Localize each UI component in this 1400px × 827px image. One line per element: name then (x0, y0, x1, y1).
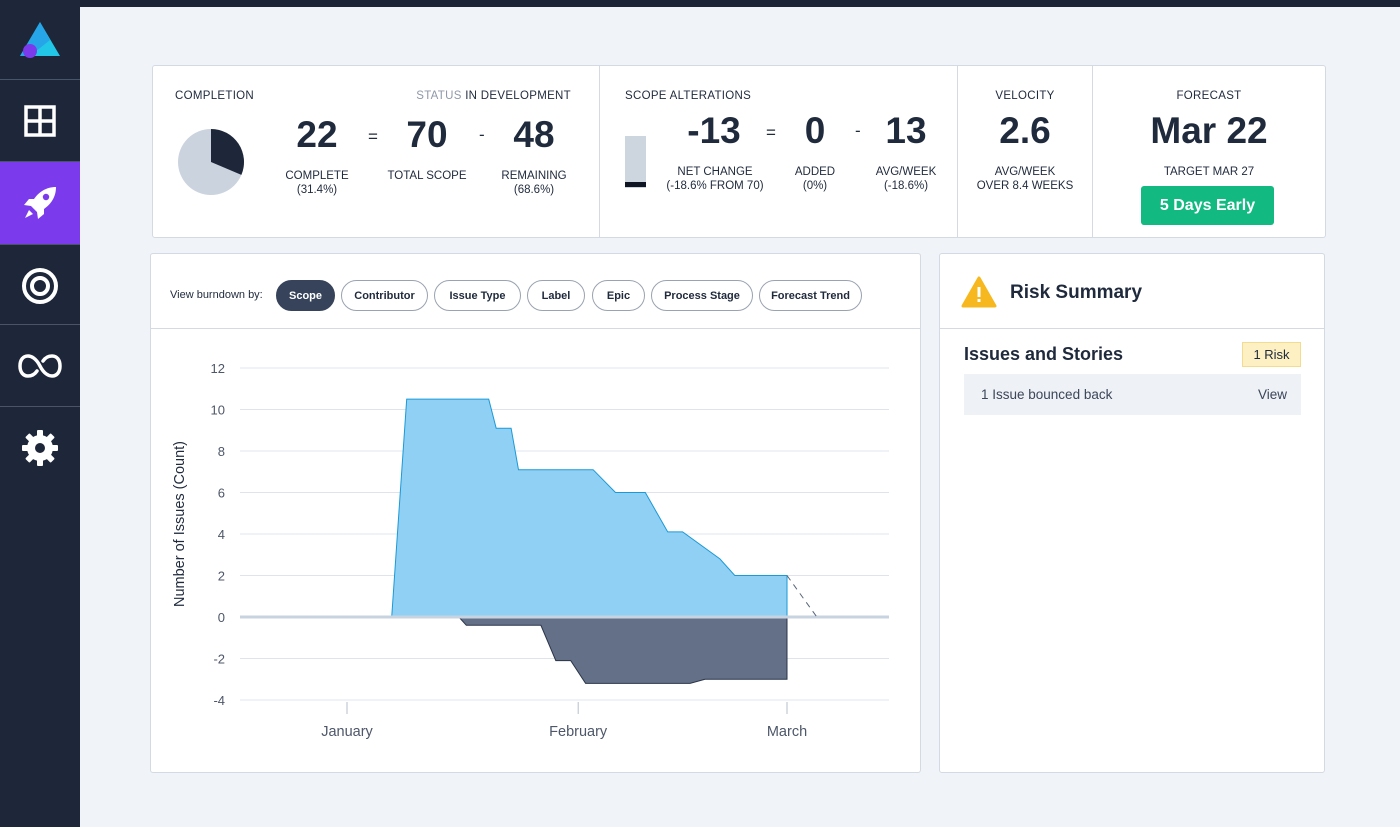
velocity-value: 2.6 (999, 110, 1051, 151)
sidebar-divider (0, 244, 80, 245)
remaining-label: REMAINING (68.6%) (501, 170, 567, 196)
y-tick-label: 6 (218, 486, 225, 501)
y-tick-label: -4 (213, 693, 225, 708)
top-bar (0, 0, 1400, 7)
complete-count: 22 (296, 114, 338, 155)
stats-card: COMPLETION STATUS IN DEVELOPMENT 22 = 70… (152, 65, 1326, 238)
stats-divider (1092, 66, 1093, 237)
filter-forecast-trend-button[interactable]: Forecast Trend (759, 280, 862, 311)
forecast-target: TARGET MAR 27 (1163, 166, 1255, 178)
forecast-status-badge: 5 Days Early (1141, 186, 1274, 225)
sidebar-divider (0, 161, 80, 162)
minus-sign: - (855, 121, 861, 140)
y-tick-label: 8 (218, 444, 225, 459)
risk-item-text: 1 Issue bounced back (981, 387, 1113, 402)
filter-issue-type-button[interactable]: Issue Type (434, 280, 521, 311)
pie-complete-slice (211, 129, 245, 175)
sidebar (0, 0, 80, 827)
status-label: STATUS (416, 90, 462, 102)
sidebar-item-flow[interactable] (0, 325, 80, 407)
net-change-value: -13 (687, 110, 741, 151)
y-tick-label: -2 (213, 652, 225, 667)
sidebar-item-delivery[interactable] (0, 162, 80, 244)
warning-icon (961, 276, 997, 308)
gear-icon (22, 430, 58, 466)
scope-change-bar (625, 136, 646, 188)
infinity-loop-icon (18, 354, 62, 378)
scope-alterations-section: SCOPE ALTERATIONS -13 = 0 - 13 NET CHANG… (600, 66, 957, 237)
burndown-chart: 12 10 8 6 4 2 0 -2 -4 January February March Number … (172, 361, 889, 740)
y-tick-label: 4 (218, 527, 225, 542)
velocity-section: VELOCITY 2.6 AVG/WEEK OVER 8.4 WEEKS (958, 66, 1092, 237)
forecast-section: FORECAST Mar 22 TARGET MAR 27 5 Days Ear… (1093, 66, 1325, 237)
risk-item: 1 Issue bounced back View (964, 374, 1301, 415)
status-value: IN DEVELOPMENT (465, 90, 571, 102)
target-icon (22, 268, 58, 304)
app-logo[interactable] (0, 0, 80, 80)
avg-week-value: 13 (885, 110, 927, 151)
y-tick-label: 12 (211, 361, 225, 376)
sidebar-divider (0, 324, 80, 325)
stats-divider (957, 66, 958, 237)
avg-week-label: AVG/WEEK (-18.6%) (875, 166, 937, 192)
y-tick-label: 2 (218, 569, 225, 584)
remaining-count: 48 (513, 114, 555, 155)
issues-stories-title: Issues and Stories (964, 344, 1124, 364)
forecast-title: FORECAST (1176, 90, 1242, 102)
completion-title: COMPLETION (175, 90, 255, 102)
risk-header: Risk Summary (940, 254, 1324, 329)
filter-contributor-button[interactable]: Contributor (341, 280, 428, 311)
forecast-date: Mar 22 (1150, 110, 1268, 151)
scope-change-marker (625, 182, 646, 187)
logo-icon (20, 22, 60, 58)
forecast-trend-line (786, 575, 818, 618)
burndown-card: View burndown by: Scope Contributor Issu… (150, 253, 921, 773)
net-change-label: NET CHANGE (-18.6% FROM 70) (666, 166, 764, 192)
sidebar-item-dashboard[interactable] (0, 80, 80, 162)
equals-sign: = (766, 123, 776, 142)
burndown-filter-bar: View burndown by: Scope Contributor Issu… (151, 254, 920, 329)
risk-summary-card: Risk Summary Issues and Stories 1 Risk 1… (939, 253, 1325, 773)
risk-count-badge: 1 Risk (1242, 342, 1301, 367)
scope-title: SCOPE ALTERATIONS (625, 90, 752, 102)
y-axis-label: Number of Issues (Count) (172, 441, 188, 607)
scope-area-series (347, 398, 788, 618)
x-tick-label: March (767, 724, 807, 740)
added-label: ADDED (0%) (794, 166, 836, 192)
risk-item-view-link[interactable]: View (1257, 387, 1287, 402)
dashboard-grid-icon (24, 105, 56, 137)
rocket-icon (24, 187, 56, 219)
total-scope-count: 70 (406, 114, 448, 155)
sidebar-item-goals[interactable] (0, 245, 80, 327)
filter-process-stage-button[interactable]: Process Stage (651, 280, 753, 311)
equals-sign: = (368, 127, 378, 146)
sidebar-divider (0, 406, 80, 407)
status-indicator: STATUS IN DEVELOPMENT (416, 90, 571, 102)
velocity-label: AVG/WEEK OVER 8.4 WEEKS (976, 166, 1074, 192)
y-tick-label: 0 (218, 610, 225, 625)
y-tick-label: 10 (211, 403, 225, 418)
sidebar-divider (0, 79, 80, 80)
complete-label: COMPLETE (31.4%) (285, 170, 349, 196)
filter-scope-button[interactable]: Scope (276, 280, 335, 311)
x-tick-label: January (321, 724, 373, 740)
x-tick-label: February (549, 724, 608, 740)
completion-section: COMPLETION STATUS IN DEVELOPMENT 22 = 70… (153, 66, 599, 237)
completion-pie-chart (178, 129, 245, 195)
stats-divider (599, 66, 600, 237)
filter-epic-button[interactable]: Epic (592, 280, 645, 311)
filter-label-button[interactable]: Label (527, 280, 585, 311)
completed-area-series (457, 616, 788, 684)
minus-sign: - (479, 125, 485, 144)
velocity-title: VELOCITY (995, 90, 1055, 102)
added-value: 0 (804, 110, 826, 151)
total-scope-label: TOTAL SCOPE (387, 170, 467, 182)
risk-summary-title: Risk Summary (1010, 282, 1143, 303)
sidebar-item-settings[interactable] (0, 407, 80, 489)
view-burndown-label: View burndown by: (170, 289, 263, 301)
